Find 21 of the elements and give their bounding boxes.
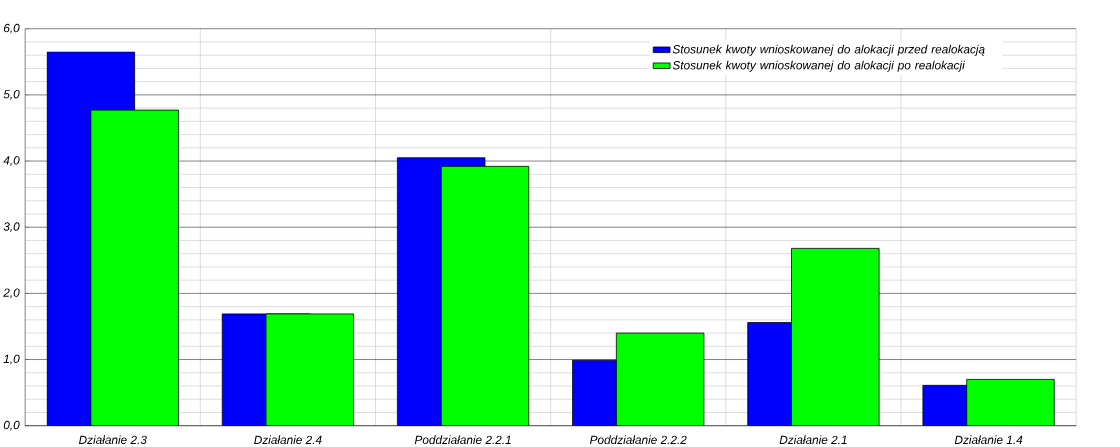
x-tick-label: Działanie 2.3 (78, 435, 147, 444)
y-tick-label: 2,0 (3, 288, 20, 299)
y-tick-label: 0,0 (3, 420, 20, 431)
y-tick-label: 6,0 (3, 23, 20, 34)
bar (615, 332, 705, 426)
bar (90, 109, 179, 426)
y-tick-label: 1,0 (3, 354, 20, 365)
bar (265, 313, 355, 426)
x-tick-label: Działanie 1.4 (954, 435, 1023, 444)
y-tick-label: 5,0 (3, 89, 20, 100)
bar (440, 165, 530, 426)
legend-label: Stosunek kwoty wnioskowanej do alokacji po realokacji (672, 60, 965, 72)
y-tick-label: 4,0 (3, 156, 20, 166)
bar (791, 248, 880, 426)
x-tick-label: Działanie 2.1 (779, 435, 847, 444)
x-tick-label: Poddziałanie 2.2.1 (414, 435, 511, 444)
legend-label: Stosunek kwoty wnioskowanej do alokacji przed realokacją (672, 44, 985, 56)
y-tick-label: 3,0 (3, 222, 20, 232)
x-tick-label: Poddziałanie 2.2.2 (589, 435, 687, 444)
bar (966, 378, 1055, 426)
x-tick-label: Działanie 2.4 (254, 435, 322, 444)
